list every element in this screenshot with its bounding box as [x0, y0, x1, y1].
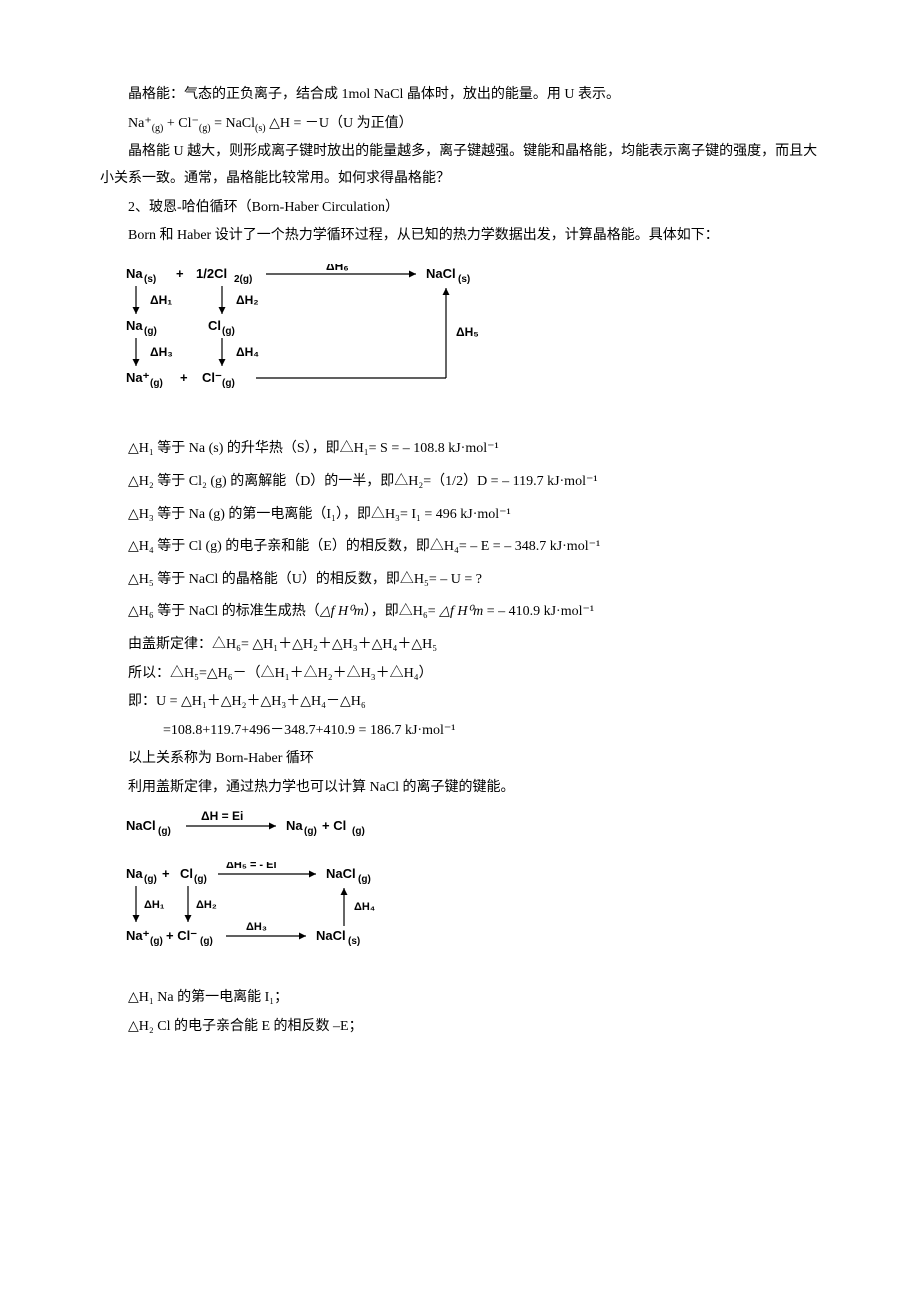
l6b: ），即△H₆= — [364, 604, 439, 619]
dh2-label: ΔH₂ — [236, 293, 259, 307]
dh3-label: ΔH₃ — [150, 345, 173, 359]
line-dh2: △H₂ 等于 Cl₂ (g) 的离解能（D）的一半，即△H₂=（1/2）D = … — [128, 469, 820, 496]
diagram-svg: Na (s) + 1/2Cl 2(g) ΔH₆ NaCl (s) ΔH₁ ΔH₂… — [126, 264, 526, 414]
line-bond-energy: 利用盖斯定律，通过热力学也可以计算 NaCl 的离子键的键能。 — [128, 775, 820, 802]
node-cl-g-sub: (g) — [222, 326, 235, 337]
eq-text: Na⁺ — [128, 116, 152, 131]
d2a-left: NaCl — [126, 818, 156, 833]
eq-dh: △H = －U（U 为正值） — [266, 116, 413, 131]
l6a: △H₆ 等于 NaCl 的标准生成热（ — [128, 604, 320, 619]
d2b-dh5: ΔH₅ = - Ei — [226, 862, 277, 871]
line-u: 即：U = △H₁＋△H₂＋△H₃＋△H₄－△H₆ — [128, 689, 820, 716]
dfhm1: △f H⁰m — [320, 604, 364, 619]
node-na-s: Na — [126, 266, 143, 281]
d2b-dh3: ΔH₃ — [246, 921, 267, 933]
svg-text:NaCl: NaCl — [326, 866, 356, 881]
svg-text:(s): (s) — [348, 936, 360, 947]
eq-sub: (g) — [199, 122, 211, 133]
node-clminus: Cl⁻ — [202, 370, 222, 385]
d2b-dh4: ΔH₄ — [354, 901, 375, 913]
eq-text: + Cl⁻ — [163, 116, 199, 131]
node-nacl-s: NaCl — [426, 266, 456, 281]
dh6-label: ΔH₆ — [326, 264, 349, 273]
line-ucalc: =108.8+119.7+496－348.7+410.9 = 186.7 kJ·… — [128, 718, 820, 745]
heading-born-haber: 2、玻恩-哈伯循环（Born-Haber Circulation） — [100, 195, 820, 222]
node-na-s-sub: (s) — [144, 274, 156, 285]
svg-text:Na⁺: Na⁺ — [126, 928, 150, 943]
para-lattice-expl: 晶格能 U 越大，则形成离子键时放出的能量越多，离子键越强。键能和晶格能，均能表… — [100, 139, 820, 192]
line-dh3: △H₃ 等于 Na (g) 的第一电离能（I₁），即△H₃= I₁ = 496 … — [128, 502, 820, 529]
dfhm2: △f H⁰m — [439, 604, 483, 619]
svg-text:+: + — [162, 866, 170, 881]
svg-text:(g): (g) — [352, 826, 365, 837]
d2a-left-sub: (g) — [158, 826, 171, 837]
svg-text:Cl: Cl — [180, 866, 193, 881]
node-cl2: 1/2Cl — [196, 266, 227, 281]
born-haber-lines: △H₁ 等于 Na (s) 的升华热（S），即△H₁= S = – 108.8 … — [128, 436, 820, 801]
svg-text:NaCl: NaCl — [316, 928, 346, 943]
node-na-g-sub: (g) — [144, 326, 157, 337]
dh5-label: ΔH₅ — [456, 325, 479, 339]
eq-sub: (s) — [255, 122, 266, 133]
d2a-right: Na — [286, 818, 303, 833]
d2b-dh1: ΔH₁ — [144, 899, 165, 911]
diagram2a-svg: NaCl (g) ΔH = Ei Na (g) + Cl (g) — [126, 810, 426, 840]
plus-sign: + — [176, 266, 184, 281]
line-dh2-b: △H₂ Cl 的电子亲合能 E 的相反数 –E； — [128, 1014, 820, 1041]
equation-lattice: Na⁺(g) + Cl⁻(g) = NaCl(s) △H = －U（U 为正值） — [100, 111, 820, 138]
plus-sign-2: + — [180, 370, 188, 385]
svg-text:(g): (g) — [304, 826, 317, 837]
eq-sub: (g) — [152, 122, 164, 133]
line-dh1: △H₁ 等于 Na (s) 的升华热（S），即△H₁= S = – 108.8 … — [128, 436, 820, 463]
document-page: 晶格能：气态的正负离子，结合成 1mol NaCl 晶体时，放出的能量。用 U … — [0, 0, 920, 1102]
node-cl-g: Cl — [208, 318, 221, 333]
bond-energy-diagram-a: NaCl (g) ΔH = Ei Na (g) + Cl (g) — [126, 810, 820, 849]
eq-text: = NaCl — [211, 116, 255, 131]
line-summary: 以上关系称为 Born-Haber 循环 — [128, 746, 820, 773]
d2a-dh: ΔH = Ei — [201, 810, 243, 823]
node-nacl-s-sub: (s) — [458, 274, 470, 285]
diagram2b-svg: Na (g) + Cl (g) ΔH₅ = - Ei NaCl (g) ΔH₁ … — [126, 862, 456, 962]
svg-text:(g): (g) — [200, 936, 213, 947]
bond-energy-diagram-b: Na (g) + Cl (g) ΔH₅ = - Ei NaCl (g) ΔH₁ … — [126, 862, 820, 971]
born-haber-diagram: Na (s) + 1/2Cl 2(g) ΔH₆ NaCl (s) ΔH₁ ΔH₂… — [126, 264, 820, 423]
svg-text:(g): (g) — [194, 874, 207, 885]
node-cl2-sub: 2(g) — [234, 274, 252, 285]
node-naplus: Na⁺ — [126, 370, 150, 385]
node-na-g: Na — [126, 318, 143, 333]
para-lattice-def: 晶格能：气态的正负离子，结合成 1mol NaCl 晶体时，放出的能量。用 U … — [100, 82, 820, 109]
svg-text:+ Cl: + Cl — [322, 818, 346, 833]
line-dh5: △H₅ 等于 NaCl 的晶格能（U）的相反数，即△H₅= – U = ? — [128, 567, 820, 594]
node-naplus-sub: (g) — [150, 378, 163, 389]
node-clminus-sub: (g) — [222, 378, 235, 389]
l6c: = – 410.9 kJ·mol⁻¹ — [483, 604, 594, 619]
line-dh4: △H₄ 等于 Cl (g) 的电子亲和能（E）的相反数，即△H₄= – E = … — [128, 534, 820, 561]
d2b-dh2: ΔH₂ — [196, 899, 217, 911]
svg-text:Na: Na — [126, 866, 143, 881]
svg-text:(g): (g) — [150, 936, 163, 947]
line-hess: 由盖斯定律：△H₆= △H₁＋△H₂＋△H₃＋△H₄＋△H₅ — [128, 632, 820, 659]
para-born-haber-intro: Born 和 Haber 设计了一个热力学循环过程，从已知的热力学数据出发，计算… — [100, 223, 820, 250]
svg-text:(g): (g) — [358, 874, 371, 885]
svg-text:+ Cl⁻: + Cl⁻ — [166, 928, 197, 943]
line-so: 所以：△H₅=△H₆－（△H₁＋△H₂＋△H₃＋△H₄） — [128, 661, 820, 688]
dh1-label: ΔH₁ — [150, 293, 172, 307]
line-dh6: △H₆ 等于 NaCl 的标准生成热（△f H⁰m），即△H₆= △f H⁰m … — [128, 599, 820, 626]
svg-text:(g): (g) — [144, 874, 157, 885]
dh4-label: ΔH₄ — [236, 345, 259, 359]
bond-energy-lines: △H₁ Na 的第一电离能 I₁； △H₂ Cl 的电子亲合能 E 的相反数 –… — [128, 985, 820, 1040]
line-dh1-b: △H₁ Na 的第一电离能 I₁； — [128, 985, 820, 1012]
